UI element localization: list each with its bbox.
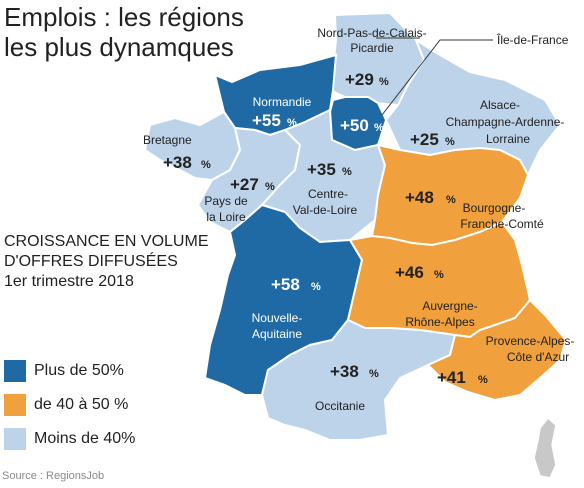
legend-item-high: Plus de 50% <box>4 357 135 384</box>
cvl-name-line1: Centre- <box>308 187 348 201</box>
legend-item-low: Moins de 40% <box>4 425 135 452</box>
bfc-name-line2: Franche-Comté <box>460 217 544 231</box>
paca-name-line1: Provence-Alpes- <box>486 334 575 348</box>
legend-label-high: Plus de 50% <box>34 361 124 379</box>
legend-swatch-high <box>4 359 26 382</box>
bfc-value: +48 <box>405 188 434 207</box>
occ-value: +38 <box>330 362 359 381</box>
pdl-value: +27 <box>230 175 259 194</box>
paca-pct: % <box>478 374 488 386</box>
normandie-pct: % <box>287 117 297 129</box>
pdl-pct: % <box>265 181 275 193</box>
map-title: Emplois : les régions les plus dynamques <box>4 2 254 62</box>
cvl-name-line2: Val-de-Loire <box>293 203 358 217</box>
pdl-name-line2: la Loire <box>206 210 246 224</box>
hdf-pct: % <box>379 76 389 88</box>
cvl-value: +35 <box>307 160 336 179</box>
grandest-name-line2: Champagne-Ardenne- <box>446 115 565 129</box>
normandie-value: +55 <box>252 111 281 130</box>
legend-swatch-low <box>4 427 26 450</box>
idf-name: Île-de-France <box>496 32 569 47</box>
map-title-line2: les plus dynamques <box>4 32 234 62</box>
paca-name-line2: Côte d'Azur <box>507 350 569 364</box>
na-value: +58 <box>271 275 300 294</box>
na-name-line2: Aquitaine <box>252 327 302 341</box>
region-provence-alpes-cote-dazur[interactable] <box>426 298 568 402</box>
corsica-island <box>533 416 557 479</box>
subtitle-line2: D'OFFRES DIFFUSÉES <box>4 253 178 270</box>
occ-name: Occitanie <box>315 399 365 413</box>
cvl-pct: % <box>342 166 352 178</box>
legend-item-mid: de 40 à 50 % <box>4 391 135 418</box>
hdf-name-line2: Picardie <box>350 41 394 55</box>
legend-swatch-mid <box>4 393 26 416</box>
bretagne-value: +38 <box>163 153 192 172</box>
grandest-pct: % <box>445 136 455 148</box>
map-title-line1: Emplois : les régions <box>4 2 244 32</box>
ara-name-line2: Rhône-Alpes <box>405 315 474 329</box>
hdf-name-line1: Nord-Pas-de-Calais- <box>317 26 426 40</box>
normandie-name: Normandie <box>253 95 312 109</box>
ara-value: +46 <box>395 263 424 282</box>
na-name-line1: Nouvelle- <box>252 311 303 325</box>
hdf-value: +29 <box>345 70 374 89</box>
region-centre-val-de-loire[interactable] <box>260 108 387 244</box>
ara-pct: % <box>434 269 444 281</box>
source-credit: Source : RegionsJob <box>2 470 105 482</box>
idf-leader-line <box>381 39 493 116</box>
idf-pct: % <box>374 122 384 134</box>
map-subtitle: CROISSANCE EN VOLUME D'OFFRES DIFFUSÉES … <box>4 232 214 292</box>
legend-label-low: Moins de 40% <box>34 429 136 447</box>
grandest-value: +25 <box>410 130 439 149</box>
idf-value: +50 <box>340 116 369 135</box>
ara-name-line1: Auvergne- <box>422 299 477 313</box>
pdl-name-line1: Pays de <box>204 194 248 208</box>
subtitle-line1: CROISSANCE EN VOLUME <box>4 233 209 250</box>
bfc-pct: % <box>446 194 456 206</box>
subtitle-line3: 1er trimestre 2018 <box>4 273 134 290</box>
paca-value: +41 <box>437 368 466 387</box>
bretagne-name: Bretagne <box>143 133 192 147</box>
bretagne-pct: % <box>201 159 211 171</box>
grandest-name-line1: Alsace- <box>480 98 520 112</box>
legend-label-mid: de 40 à 50 % <box>34 395 129 413</box>
grandest-name-line3: Lorraine <box>486 132 530 146</box>
na-pct: % <box>311 281 321 293</box>
occ-pct: % <box>369 368 379 380</box>
legend: Plus de 50% de 40 à 50 % Moins de 40% <box>4 357 135 459</box>
bfc-name-line1: Bourgogne- <box>463 201 526 215</box>
